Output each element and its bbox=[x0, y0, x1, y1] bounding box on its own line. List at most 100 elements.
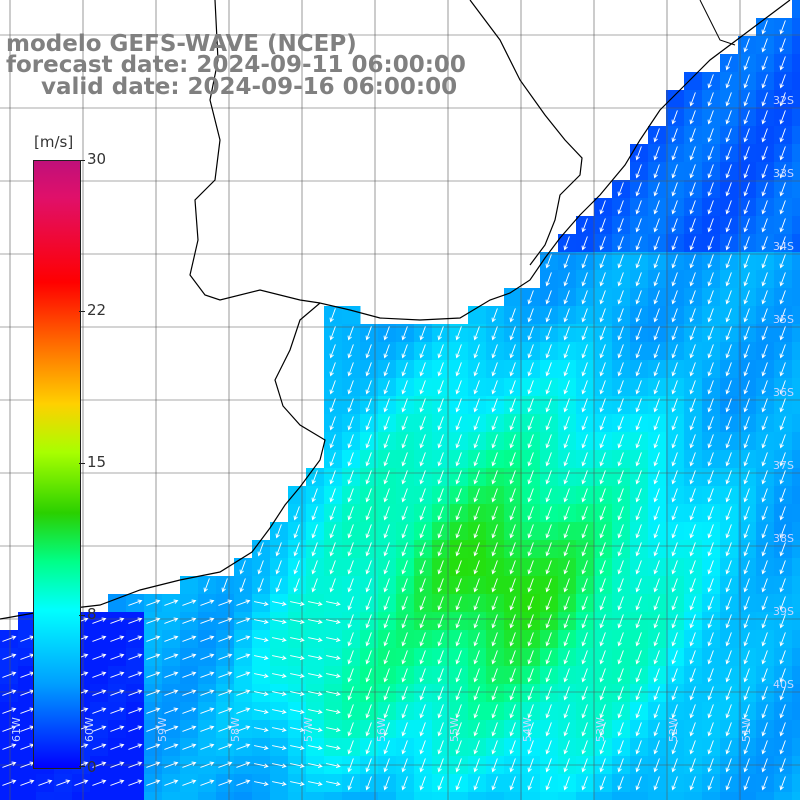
arrow-icon bbox=[272, 655, 287, 661]
arrow-icon bbox=[383, 524, 390, 539]
arrow-icon bbox=[671, 596, 678, 611]
arrow-icon bbox=[200, 671, 215, 678]
lon-label: 55W bbox=[448, 717, 461, 742]
arrow-icon bbox=[689, 434, 696, 449]
arrow-icon bbox=[146, 653, 161, 660]
arrow-icon bbox=[383, 686, 390, 701]
arrow-icon bbox=[272, 745, 287, 751]
arrow-icon bbox=[617, 776, 624, 791]
arrow-icon bbox=[779, 38, 786, 53]
arrow-icon bbox=[581, 686, 588, 701]
arrow-icon bbox=[761, 92, 768, 107]
arrow-icon bbox=[455, 542, 462, 557]
arrow-icon bbox=[779, 92, 786, 107]
arrow-icon bbox=[725, 632, 732, 647]
arrow-icon bbox=[779, 560, 786, 575]
arrow-icon bbox=[671, 290, 678, 305]
grid-cell bbox=[792, 162, 800, 181]
arrow-icon bbox=[617, 452, 624, 467]
arrow-icon bbox=[509, 668, 516, 683]
arrow-icon bbox=[383, 452, 390, 467]
arrow-icon bbox=[545, 722, 552, 737]
arrow-icon bbox=[725, 398, 732, 413]
arrow-icon bbox=[347, 650, 354, 665]
arrow-icon bbox=[401, 362, 408, 377]
arrow-icon bbox=[545, 704, 552, 719]
arrow-icon bbox=[707, 380, 714, 395]
grid-cell bbox=[378, 792, 397, 800]
arrow-icon bbox=[401, 614, 408, 629]
arrow-icon bbox=[761, 56, 768, 71]
arrow-icon bbox=[779, 650, 786, 665]
arrow-icon bbox=[743, 668, 750, 683]
arrow-icon bbox=[581, 614, 588, 629]
arrow-icon bbox=[509, 398, 516, 413]
grid-cell bbox=[792, 90, 800, 109]
arrow-icon bbox=[563, 398, 570, 413]
grid-cell bbox=[180, 576, 199, 595]
arrow-icon bbox=[599, 596, 606, 611]
grid-cell bbox=[792, 324, 800, 343]
arrow-icon bbox=[365, 488, 372, 503]
arrow-icon bbox=[617, 524, 624, 539]
arrow-icon bbox=[779, 758, 786, 773]
arrow-icon bbox=[308, 745, 323, 751]
arrow-icon bbox=[437, 398, 444, 413]
arrow-icon bbox=[254, 763, 269, 769]
arrow-icon bbox=[725, 182, 732, 197]
arrow-icon bbox=[437, 470, 444, 485]
arrow-icon bbox=[599, 326, 606, 341]
arrow-icon bbox=[653, 704, 660, 719]
arrow-icon bbox=[383, 506, 390, 521]
arrow-icon bbox=[779, 218, 786, 233]
arrow-icon bbox=[365, 686, 372, 701]
arrow-icon bbox=[437, 740, 444, 755]
arrow-icon bbox=[563, 416, 570, 431]
arrow-icon bbox=[707, 668, 714, 683]
arrow-icon bbox=[128, 743, 143, 750]
arrow-icon bbox=[182, 653, 197, 660]
arrow-icon bbox=[236, 635, 251, 642]
arrow-icon bbox=[545, 758, 552, 773]
arrow-icon bbox=[365, 776, 372, 791]
arrow-icon bbox=[473, 416, 480, 431]
arrow-icon bbox=[653, 578, 660, 593]
arrow-icon bbox=[455, 704, 462, 719]
arrow-icon bbox=[527, 668, 534, 683]
arrow-icon bbox=[707, 362, 714, 377]
arrow-icon bbox=[455, 614, 462, 629]
arrow-icon bbox=[509, 722, 516, 737]
arrow-icon bbox=[563, 470, 570, 485]
arrow-icon bbox=[455, 434, 462, 449]
colorbar bbox=[33, 160, 81, 769]
arrow-icon bbox=[419, 326, 426, 341]
arrow-icon bbox=[743, 740, 750, 755]
arrow-icon bbox=[527, 776, 534, 791]
arrow-icon bbox=[473, 632, 480, 647]
arrow-icon bbox=[290, 673, 305, 679]
arrow-icon bbox=[383, 758, 390, 773]
arrow-icon bbox=[761, 650, 768, 665]
arrow-icon bbox=[761, 74, 768, 89]
arrow-icon bbox=[455, 416, 462, 431]
arrow-icon bbox=[473, 452, 480, 467]
arrow-icon bbox=[689, 758, 696, 773]
arrow-icon bbox=[563, 740, 570, 755]
arrow-icon bbox=[419, 758, 426, 773]
arrow-icon bbox=[689, 668, 696, 683]
arrow-icon bbox=[671, 506, 678, 521]
arrow-icon bbox=[200, 707, 215, 714]
arrow-icon bbox=[743, 434, 750, 449]
arrow-icon bbox=[527, 416, 534, 431]
arrow-icon bbox=[671, 182, 678, 197]
arrow-icon bbox=[311, 488, 318, 503]
arrow-icon bbox=[779, 326, 786, 341]
arrow-icon bbox=[635, 524, 642, 539]
arrow-icon bbox=[437, 776, 444, 791]
arrow-icon bbox=[20, 779, 35, 786]
arrow-icon bbox=[383, 362, 390, 377]
arrow-icon bbox=[671, 218, 678, 233]
arrow-icon bbox=[725, 146, 732, 161]
arrow-icon bbox=[455, 740, 462, 755]
